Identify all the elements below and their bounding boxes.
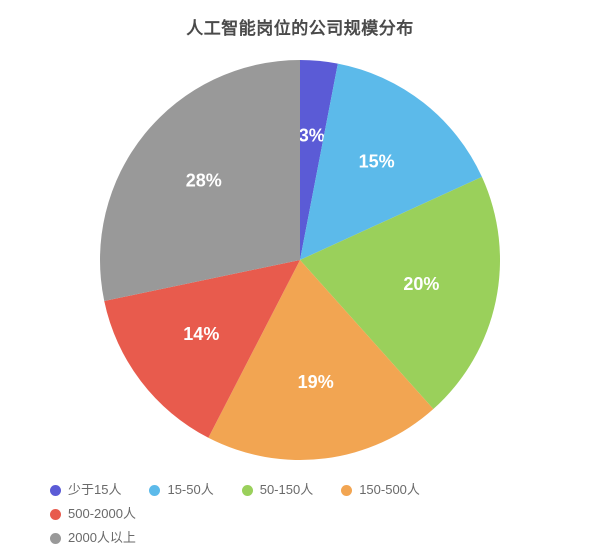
legend-item: 15-50人 [149,478,213,502]
pie-chart: 3% 15% 20% 19% 14% 28% [100,50,500,475]
slice-percent-label: 14% [183,324,219,344]
legend-item: 2000人以上 [50,526,136,550]
legend: 少于15人 15-50人 50-150人 150-500人 500-2000人 2000… [50,478,550,550]
slice-percent-label: 19% [298,372,334,392]
legend-label: 15-50人 [167,478,213,502]
legend-swatch [341,485,352,496]
legend-label: 500-2000人 [68,502,136,526]
legend-swatch [242,485,253,496]
legend-swatch [50,485,61,496]
legend-swatch [50,509,61,520]
legend-label: 150-500人 [359,478,420,502]
chart-title: 人工智能岗位的公司规模分布 [0,0,600,39]
legend-label: 少于15人 [68,478,121,502]
legend-item: 50-150人 [242,478,313,502]
legend-item: 少于15人 [50,478,121,502]
legend-item: 150-500人 [341,478,420,502]
slice-percent-label: 15% [359,151,395,171]
slice-percent-label: 3% [299,125,325,145]
slice-percent-label: 20% [403,274,439,294]
legend-row: 2000人以上 [50,526,550,550]
legend-row: 少于15人 15-50人 50-150人 150-500人 500-2000人 [50,478,550,526]
legend-item: 500-2000人 [50,502,136,526]
slice-percent-label: 28% [186,171,222,191]
legend-label: 50-150人 [260,478,313,502]
legend-swatch [149,485,160,496]
legend-label: 2000人以上 [68,526,136,550]
legend-swatch [50,533,61,544]
